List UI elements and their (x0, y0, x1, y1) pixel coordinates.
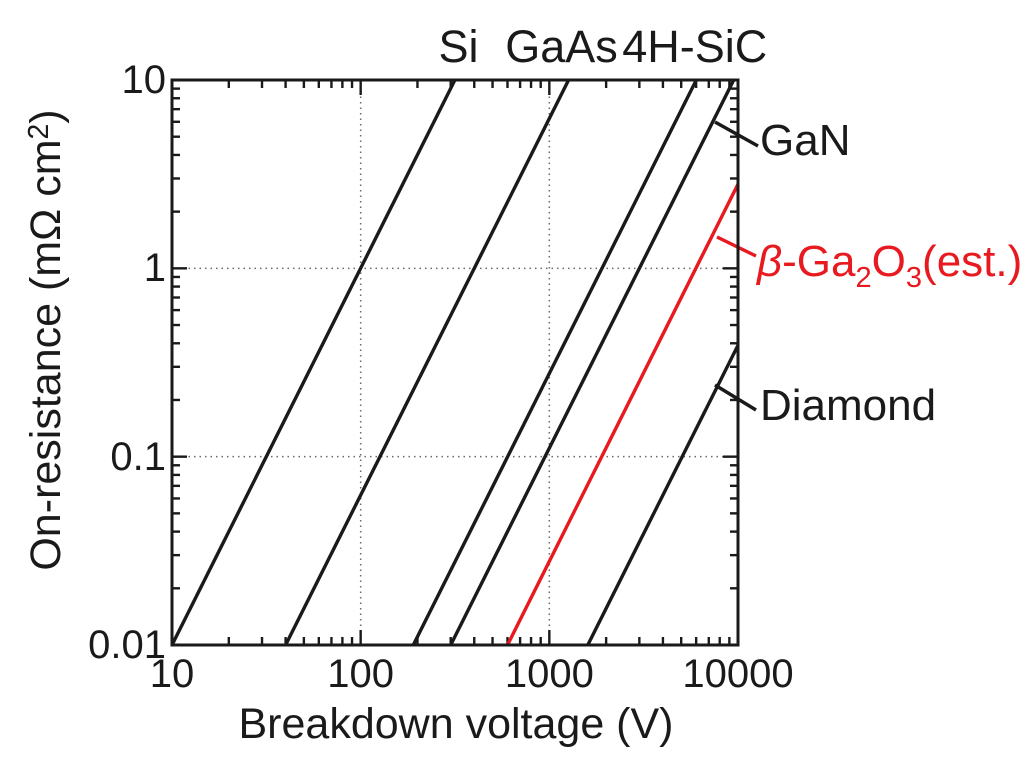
series-line-si (170, 79, 457, 646)
series-line-4h-sic (411, 79, 698, 646)
text-part: On-resistance (mΩ cm (22, 139, 70, 571)
text-part: 2 (23, 123, 56, 140)
text-part: ) (22, 109, 70, 124)
series-line-diamond (586, 344, 740, 646)
series-line-gan (449, 79, 736, 646)
series-line-gaas (284, 79, 571, 646)
plot-frame (170, 78, 740, 647)
leader-line-diamond (714, 383, 757, 412)
y-axis-title: On-resistance (mΩ cm2) (20, 0, 72, 690)
x-axis-title: Breakdown voltage (V) (238, 700, 674, 748)
series-line-ga2o3-est (505, 183, 740, 646)
